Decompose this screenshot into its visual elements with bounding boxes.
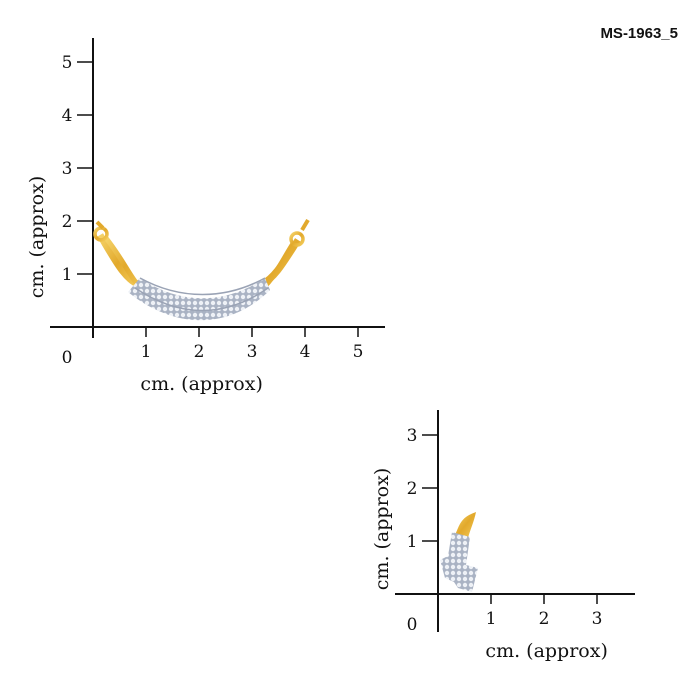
y-axis-label: cm. (approx) — [26, 176, 48, 298]
y-tick-label: 4 — [62, 106, 73, 126]
pendant-scale: 1 2 3 4 5 1 2 3 4 5 0 cm. (approx) cm. (approx) — [26, 38, 385, 395]
y-tick-label: 2 — [407, 479, 418, 499]
earring-image — [440, 512, 478, 592]
x-axis-label: cm. (approx) — [485, 640, 607, 662]
y-axis-label: cm. (approx) — [371, 468, 393, 590]
origin-label: 0 — [407, 615, 418, 635]
y-tick-label: 3 — [407, 426, 418, 446]
y-tick-label: 5 — [62, 53, 73, 73]
product-code: MS-1963_5 — [600, 25, 678, 42]
x-tick-label: 2 — [539, 609, 550, 629]
y-tick-label: 2 — [62, 212, 73, 232]
x-tick-label: 3 — [247, 342, 258, 362]
y-tick-label: 1 — [62, 265, 73, 285]
earring-scale: 1 2 3 1 2 3 0 cm. (approx) cm. (approx) — [371, 410, 635, 662]
y-tick-label: 3 — [62, 159, 73, 179]
x-tick-label: 5 — [353, 342, 364, 362]
x-tick-label: 1 — [141, 342, 152, 362]
x-tick-label: 1 — [486, 609, 497, 629]
x-tick-label: 2 — [194, 342, 205, 362]
x-axis-label: cm. (approx) — [140, 373, 262, 395]
pendant-image — [93, 218, 310, 321]
x-tick-label: 4 — [300, 342, 311, 362]
origin-label: 0 — [62, 348, 73, 368]
x-tick-label: 3 — [592, 609, 603, 629]
y-tick-label: 1 — [407, 532, 418, 552]
